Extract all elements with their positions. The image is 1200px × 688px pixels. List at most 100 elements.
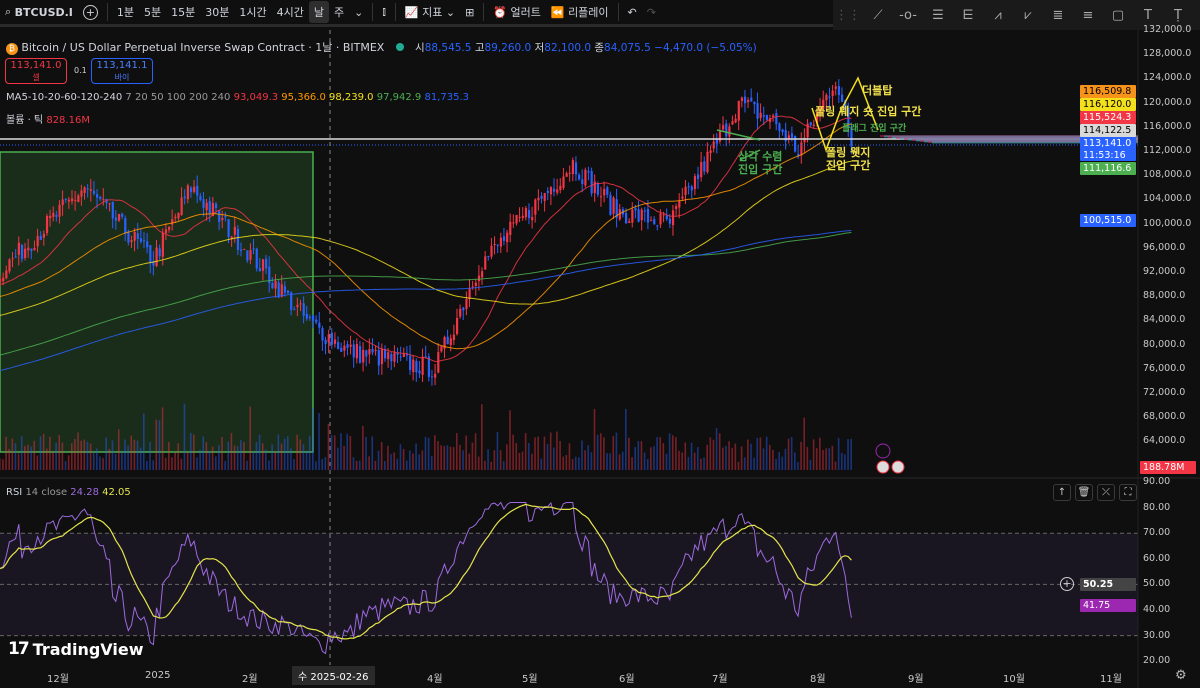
candle-body	[440, 346, 443, 352]
volume-bar	[556, 431, 558, 470]
candle-body	[102, 198, 105, 200]
redo-button[interactable]: ↷	[642, 1, 661, 23]
indicators-button[interactable]: 📈 지표 ⌄	[404, 5, 456, 20]
annotation-triangle[interactable]: 삼각 수렴 진입 구간	[738, 150, 783, 176]
candle-body	[193, 186, 196, 193]
annotation-flag[interactable]: 플래그 진입 구간	[842, 124, 907, 134]
volume-bar	[174, 452, 176, 470]
pitchfork-icon[interactable]: ⋿	[962, 7, 974, 23]
xabcd-pattern-icon[interactable]: ⩘	[994, 7, 1002, 23]
candle-body	[205, 202, 208, 211]
tradingview-logo[interactable]: 17 TradingView	[8, 639, 144, 659]
candle-body	[243, 248, 246, 250]
volume-bar	[606, 453, 608, 470]
candle-body	[768, 118, 772, 122]
volume-bar	[656, 437, 658, 470]
fib-retracement-icon[interactable]: ≣	[1052, 7, 1064, 23]
candle-body	[146, 241, 149, 248]
abcd-pattern-icon[interactable]: ⩗	[1024, 7, 1032, 23]
text-icon[interactable]: T	[1144, 7, 1152, 23]
interval-4[interactable]: 1시간	[239, 6, 267, 19]
volume-bar	[790, 436, 793, 470]
candle-body	[643, 210, 646, 212]
rectangle-icon[interactable]: ▢	[1111, 7, 1125, 23]
candle-body	[562, 176, 565, 188]
interval-6[interactable]: 날	[308, 1, 330, 23]
candle-body	[130, 240, 133, 242]
trend-line-icon[interactable]: ⟋	[873, 7, 883, 23]
volume-bar	[537, 436, 539, 470]
volume-bar	[512, 434, 514, 470]
volume-bar	[709, 437, 712, 470]
maximize-pane-button[interactable]: ⛶	[1119, 484, 1137, 501]
candle-body	[834, 86, 837, 89]
candle-body	[534, 199, 537, 215]
volume-bar	[405, 460, 408, 470]
volume-bar	[593, 408, 596, 470]
rsi-legend[interactable]: RSI 14 close 24.28 42.05	[6, 487, 131, 498]
rsi-tick: 90.00	[1143, 476, 1171, 487]
annotation-rising-wedge[interactable]: 폴링 웨지 숏 진입 구간	[815, 105, 922, 118]
volume-bar	[177, 443, 180, 470]
volume-bar	[211, 446, 214, 470]
volume-bar	[418, 454, 421, 470]
candle-body	[840, 94, 844, 102]
ma-legend[interactable]: MA5-10-20-60-120-240 7 20 50 100 200 240…	[6, 92, 469, 103]
fib-extension-icon[interactable]: ≡	[1082, 7, 1094, 23]
volume-legend[interactable]: 볼륨 · 틱 828.16M	[6, 115, 90, 126]
sell-button[interactable]: 113,141.0 셀	[5, 58, 67, 84]
compare-button[interactable]: +	[78, 1, 103, 23]
interval-3[interactable]: 30분	[205, 6, 230, 19]
chart-type-button[interactable]: ⫾	[377, 1, 391, 23]
interval-1[interactable]: 5분	[144, 6, 162, 19]
drag-handle-icon[interactable]: ⋮⋮	[835, 7, 861, 23]
grid-icon: ⊞	[465, 5, 475, 19]
time-tick: 4월	[427, 674, 443, 685]
price-tick: 128,000.0	[1143, 48, 1192, 60]
collapse-pane-button[interactable]: ⤫	[1097, 484, 1115, 501]
volume-bar	[531, 453, 533, 470]
symbol-search[interactable]: ⌕ BTCUSD.I	[5, 5, 73, 19]
volume-bar	[61, 442, 64, 470]
candle-body	[596, 183, 600, 195]
buy-button[interactable]: 113,141.1 바이	[91, 58, 153, 84]
volume-bar	[477, 456, 480, 470]
rsi-crosshair-tag: 50.25	[1080, 578, 1136, 591]
candle-body	[17, 242, 20, 255]
moving-average-line	[0, 123, 852, 350]
annotation-falling-wedge[interactable]: 폴링 웻지 진입 구간	[826, 146, 871, 172]
interval-0[interactable]: 1분	[116, 6, 135, 19]
replay-button[interactable]: ⏪ 리플레이	[550, 5, 609, 20]
anchored-text-icon[interactable]: Ṭ	[1174, 7, 1182, 23]
parallel-channel-icon[interactable]: ☰	[932, 7, 944, 23]
volume-bar	[305, 450, 308, 470]
volume-bar	[437, 441, 439, 470]
candle-body	[274, 280, 277, 289]
interval-7[interactable]: 주	[334, 6, 345, 19]
horizontal-ray-icon[interactable]: -o-	[899, 7, 917, 23]
volume-bar	[20, 436, 23, 470]
candle-body	[731, 121, 734, 125]
volume-bar	[99, 456, 101, 470]
volume-bar	[474, 433, 477, 470]
candle-body	[349, 344, 352, 347]
volume-bar	[111, 440, 114, 470]
undo-button[interactable]: ↶	[623, 1, 642, 23]
move-pane-up-button[interactable]: ↑	[1053, 484, 1071, 501]
candle-body	[618, 209, 621, 220]
volume-bar	[74, 438, 76, 470]
candle-body	[308, 316, 312, 318]
candle-body	[52, 213, 55, 217]
templates-button[interactable]: ⊞	[460, 1, 479, 23]
interval-dropdown[interactable]: ⌄	[354, 5, 364, 19]
annotation-double-top[interactable]: 더블탑	[862, 84, 893, 97]
alert-button[interactable]: ⏰ 얼러트	[493, 5, 541, 20]
volume-bar	[684, 442, 687, 470]
delete-pane-button[interactable]: 🗑	[1075, 484, 1093, 501]
interval-5[interactable]: 4시간	[276, 6, 304, 19]
add-plus-icon[interactable]: +	[1060, 577, 1074, 591]
interval-2[interactable]: 15분	[171, 6, 196, 19]
volume-bar	[233, 445, 236, 470]
settings-gear-icon[interactable]: ⚙	[1175, 668, 1187, 683]
